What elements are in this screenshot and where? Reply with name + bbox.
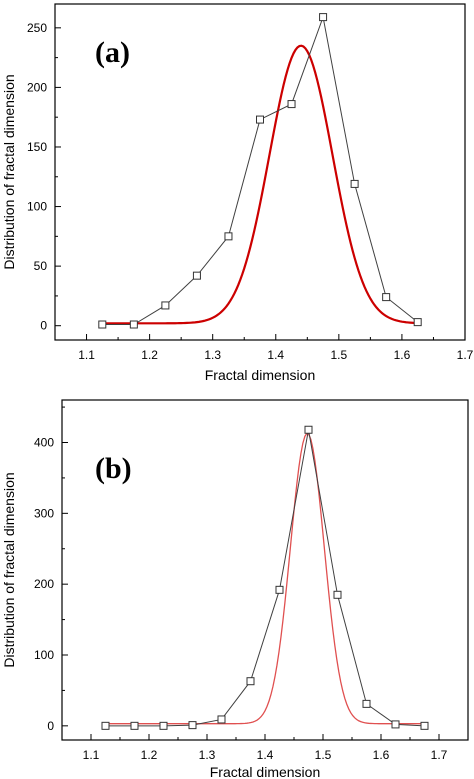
panel-label: (a) [95,36,130,69]
x-tick-label: 1.4 [257,748,274,762]
panel-label: (b) [95,452,132,485]
data-point [129,320,138,329]
y-tick-label: 150 [27,140,47,154]
data-point [362,699,371,708]
data-point [275,585,284,594]
x-tick-label: 1.3 [199,748,216,762]
x-axis-title: Fractal dimension [205,367,316,383]
y-tick-label: 250 [27,21,47,35]
data-point [391,720,400,729]
plot-frame [61,399,469,741]
x-tick-label: 1.7 [457,348,474,362]
x-tick-label: 1.6 [394,348,411,362]
data-point [413,318,422,327]
data-point [161,301,170,310]
data-point [224,232,233,241]
x-tick-label: 1.5 [331,348,348,362]
x-tick-label: 1.1 [78,348,95,362]
data-point [287,100,296,109]
x-tick-label: 1.6 [373,748,390,762]
data-point [256,115,264,124]
data-point [333,590,342,599]
y-axis-title: Distribution of fractal dimension [1,74,17,269]
x-tick-label: 1.2 [141,748,158,762]
y-tick-label: 0 [47,719,54,733]
y-tick-label: 50 [34,259,48,273]
y-tick-label: 300 [34,506,54,520]
data-point [130,721,139,730]
data-point [188,721,197,730]
data-point [217,715,226,724]
data-point [98,320,107,329]
data-line [102,15,419,326]
data-point [382,293,391,302]
data-point [159,721,168,730]
fit-curve [105,432,425,725]
x-tick-label: 1.4 [267,348,284,362]
y-tick-label: 200 [34,577,54,591]
data-point [304,425,313,434]
x-tick-label: 1.5 [315,748,332,762]
y-tick-label: 100 [34,648,54,662]
y-tick-label: 200 [27,80,47,94]
x-tick-label: 1.7 [431,748,448,762]
fit-curve [102,44,418,325]
panel-b-chart: 1.1 1.2 1.3 1.4 1.5 1.6 1.7 0 100 200 300 400 Fracta… [1,399,469,779]
x-tick-label: 1.3 [204,348,221,362]
x-tick-label: 1.2 [141,348,158,362]
panel-a-chart: 1.1 1.2 1.3 1.4 1.5 1.6 1.7 0 50 100 150 200 250 Frac… [1,3,474,383]
data-point [319,13,328,22]
plot-frame [54,3,466,341]
data-point [420,721,429,730]
data-point [192,271,201,280]
data-point [350,179,359,188]
data-point [101,721,110,730]
y-tick-label: 400 [34,436,54,450]
y-tick-label: 0 [40,319,47,333]
data-point [246,677,255,686]
x-axis-title: Fractal dimension [210,764,321,779]
y-tick-label: 100 [27,200,47,214]
y-axis-title: Distribution of fractal dimension [1,472,17,667]
data-line [105,429,425,727]
x-tick-label: 1.1 [83,748,100,762]
